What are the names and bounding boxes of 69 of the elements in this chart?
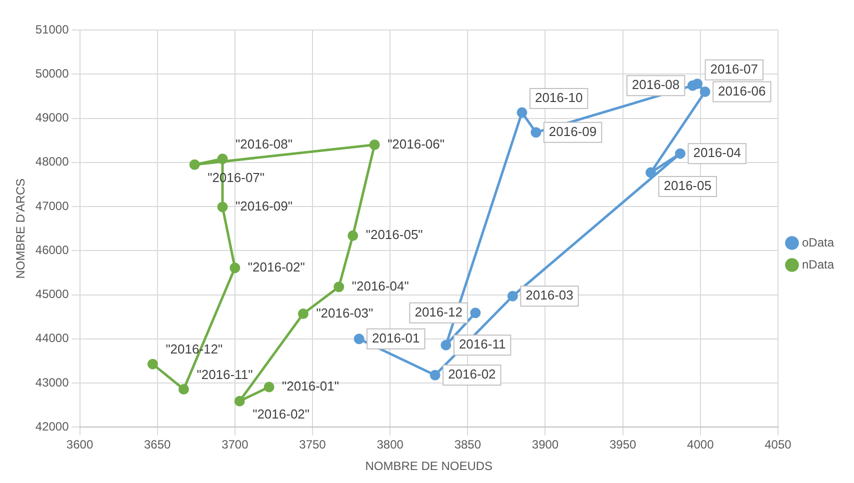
data-label: "2016-01": [282, 378, 340, 394]
point: [264, 382, 274, 392]
point: [234, 396, 245, 406]
point: [530, 127, 542, 138]
point: [348, 230, 358, 241]
data-label: 2016-12: [414, 304, 462, 320]
point: [507, 290, 518, 302]
x-tick-label: 3950: [609, 438, 636, 452]
point: [646, 167, 656, 178]
y-tick-label: 51000: [35, 22, 70, 36]
point: [178, 384, 189, 394]
x-tick-label: 3800: [376, 438, 404, 452]
point: [217, 202, 228, 212]
data-label: 2016-11: [458, 336, 506, 352]
data-label: "2016-03": [316, 305, 374, 320]
data-label: "2016-06": [388, 136, 445, 152]
y-tick-label: 47000: [35, 198, 70, 213]
data-label: "2016-02": [252, 406, 310, 422]
legend-label: nData: [802, 257, 834, 272]
y-tick-label: 45000: [35, 287, 70, 302]
point: [147, 358, 158, 370]
x-axis-title: NOMBRE DE NOEUDS: [365, 459, 493, 474]
x-tick-label: 4000: [687, 438, 714, 452]
data-label: 2016-04: [693, 145, 741, 160]
point: [470, 308, 481, 318]
data-label: "2016-02": [248, 259, 306, 274]
legend-label: oData: [802, 235, 834, 250]
data-label: 2016-08: [632, 77, 680, 92]
data-label: "2016-09": [236, 198, 293, 214]
y-tick-label: 42000: [35, 420, 70, 434]
x-tick-label: 3750: [299, 438, 326, 452]
data-label: "2016-08": [236, 136, 293, 152]
point: [440, 340, 452, 350]
point: [687, 80, 698, 91]
x-tick-label: 3650: [144, 438, 172, 452]
data-label: 2016-10: [534, 90, 583, 106]
data-label: 2016-09: [548, 124, 597, 139]
y-tick-label: 43000: [35, 375, 70, 390]
y-tick-label: 50000: [35, 66, 70, 80]
point: [700, 86, 710, 98]
data-label: 2016-07: [710, 61, 758, 76]
point: [516, 107, 528, 118]
y-tick-label: 48000: [35, 154, 70, 169]
y-tick-label: 46000: [35, 242, 70, 257]
data-label: "2016-11": [196, 366, 254, 382]
x-tick-label: 3900: [532, 438, 559, 452]
x-tick-label: 3700: [222, 438, 249, 452]
y-tick-label: 44000: [35, 331, 70, 346]
data-label: 2016-01: [372, 330, 420, 346]
y-axis-title: NOMBRE D'ARCS: [14, 178, 28, 279]
data-label: "2016-04": [352, 278, 410, 294]
point: [674, 148, 686, 159]
data-label: 2016-02: [448, 366, 496, 382]
y-tick-label: 49000: [35, 110, 70, 125]
point: [430, 370, 440, 380]
point: [189, 159, 200, 170]
point: [298, 308, 308, 320]
point: [334, 282, 344, 292]
point: [369, 139, 380, 150]
point: [354, 334, 364, 344]
x-tick-label: 3850: [454, 438, 482, 452]
point: [230, 262, 240, 274]
data-label: 2016-06: [718, 83, 766, 98]
x-tick-label: 3600: [66, 438, 94, 452]
data-label: 2016-05: [664, 178, 712, 194]
x-tick-label: 4050: [764, 438, 792, 452]
data-label: 2016-03: [526, 288, 574, 303]
point: [217, 154, 228, 164]
data-label: "2016-05": [366, 227, 424, 242]
